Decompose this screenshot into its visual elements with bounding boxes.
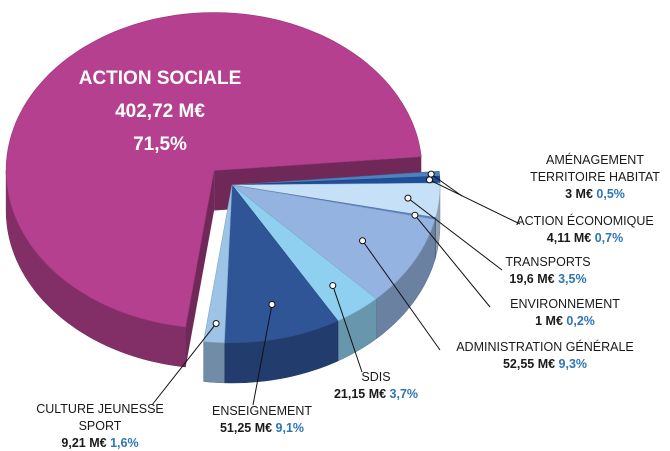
leader-line bbox=[332, 285, 363, 373]
slice bbox=[231, 182, 441, 218]
data-label: ADMINISTRATION GÉNÉRALE 52,55 M€ 9,3% bbox=[435, 339, 655, 373]
leader-line bbox=[362, 240, 441, 351]
category-label: ACTION ÉCONOMIQUE bbox=[516, 214, 654, 228]
slice bbox=[203, 184, 233, 344]
value-label: 3,5% bbox=[558, 272, 587, 286]
amount-label: 1 M€ bbox=[535, 314, 563, 328]
data-label: CULTURE JEUNESSE SPORT 9,21 M€ 1,6% bbox=[0, 401, 210, 451]
category-label: ACTION SOCIALE bbox=[78, 68, 242, 89]
amount-label: 19,6 M€ bbox=[509, 272, 555, 286]
category-label: TRANSPORTS bbox=[505, 255, 591, 269]
data-label: SDIS 21,15 M€ 3,7% bbox=[266, 369, 486, 403]
data-label: ACTION ÉCONOMIQUE 4,11 M€ 0,7% bbox=[475, 213, 670, 247]
leader-line bbox=[252, 304, 273, 406]
leader-line bbox=[430, 173, 463, 197]
amount-label: 52,55 M€ bbox=[502, 357, 556, 371]
slice-side bbox=[203, 341, 225, 384]
amount-label: 51,25 M€ bbox=[219, 421, 273, 435]
value-label: 0,5% bbox=[596, 187, 625, 201]
data-label: ENVIRONNEMENT 1 M€ 0,2% bbox=[455, 296, 670, 330]
category-label: ENVIRONNEMENT bbox=[510, 297, 620, 311]
value-label: 0,2% bbox=[566, 314, 595, 328]
leader-dot bbox=[329, 282, 337, 290]
value-label: 3,7% bbox=[389, 387, 419, 401]
category-label: ADMINISTRATION GÉNÉRALE bbox=[456, 340, 634, 354]
category-label: CULTURE JEUNESSE SPORT bbox=[36, 402, 164, 433]
value-label: 1,6% bbox=[110, 436, 139, 450]
leader-dot bbox=[404, 194, 412, 202]
amount-label: 4,11 M€ bbox=[546, 231, 592, 245]
value-label: 9,1% bbox=[275, 421, 305, 435]
leader-line bbox=[429, 179, 521, 225]
leader-dot bbox=[425, 176, 433, 184]
amount-label: 9,21 M€ bbox=[61, 436, 107, 450]
data-label: ACTION SOCIALE 402,72 M€ 71,5% bbox=[50, 62, 270, 161]
value-label: 0,7% bbox=[594, 231, 624, 245]
amount-label: 21,15 M€ bbox=[333, 387, 387, 401]
data-label: TRANSPORTS 19,6 M€ 3,5% bbox=[438, 254, 658, 288]
category-label: SDIS bbox=[361, 370, 391, 384]
leader-dot bbox=[212, 320, 220, 328]
leader-line bbox=[151, 323, 217, 406]
leader-dot bbox=[411, 211, 419, 219]
value-label: 71,5% bbox=[133, 134, 187, 155]
leader-dot bbox=[359, 237, 367, 245]
data-label: AMÉNAGEMENT TERRITOIRE HABITAT 3 M€ 0,5% bbox=[485, 152, 670, 203]
slice-cut-face bbox=[185, 170, 215, 368]
amount-label: 402,72 M€ bbox=[115, 101, 205, 122]
category-label: ENSEIGNEMENT bbox=[211, 404, 312, 418]
slice bbox=[231, 184, 436, 300]
data-label: ENSEIGNEMENT 51,25 M€ 9,1% bbox=[152, 403, 372, 437]
leader-dot bbox=[268, 300, 276, 308]
leader-line bbox=[414, 214, 491, 308]
slice bbox=[224, 184, 339, 344]
category-label: AMÉNAGEMENT TERRITOIRE HABITAT bbox=[530, 153, 660, 184]
leader-line bbox=[407, 197, 503, 271]
slice bbox=[5, 12, 422, 328]
value-label: 9,3% bbox=[558, 357, 588, 371]
leader-dot bbox=[427, 170, 435, 178]
amount-label: 3 M€ bbox=[565, 187, 593, 201]
slice bbox=[231, 184, 377, 322]
